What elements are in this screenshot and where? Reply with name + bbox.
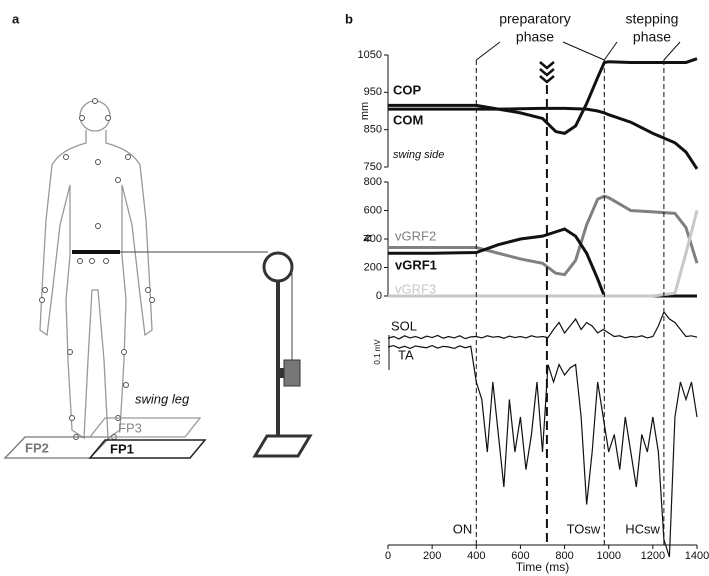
force-plate (3, 436, 112, 459)
series-line (388, 210, 699, 298)
x-tick-label: 600 (511, 550, 529, 562)
panel-label: b (345, 11, 353, 26)
chevron (539, 75, 555, 84)
phase-label: phase (516, 29, 554, 45)
force-plate (88, 439, 207, 459)
phase-pointer (475, 41, 501, 61)
x-tick-label: 800 (555, 550, 573, 562)
x-axis-label: Time (ms) (516, 560, 570, 574)
series-label: SOL (391, 318, 417, 333)
plate-label: FP2 (25, 440, 49, 455)
emg-trace (387, 310, 698, 340)
pulley (262, 251, 294, 283)
event-label: HCsw (625, 521, 660, 536)
plate-label: FP3 (118, 420, 142, 435)
stand-base (252, 434, 313, 458)
chevron (539, 61, 555, 70)
x-tick-label: 200 (423, 550, 441, 562)
y-tick-label: 400 (364, 233, 382, 245)
y-tick-label: 200 (364, 261, 382, 273)
series-label: vGRF1 (395, 257, 437, 272)
annotation: swing side (393, 149, 444, 161)
y-tick-label: 950 (364, 86, 382, 98)
y-axis-label: N (362, 234, 374, 242)
chevron (539, 68, 555, 77)
event-label: ON (453, 521, 473, 536)
scale-bar-label: 0.1 mV (373, 339, 382, 365)
plate-label: FP1 (110, 441, 134, 456)
series-label: vGRF2 (395, 228, 436, 243)
phase-label: phase (633, 29, 671, 45)
x-tick-label: 1400 (685, 550, 709, 562)
y-tick-label: 0 (376, 290, 382, 302)
y-tick-label: 800 (364, 176, 382, 188)
y-tick-label: 850 (364, 124, 382, 136)
series-label: TA (398, 347, 414, 362)
phase-pointer (663, 41, 681, 61)
body-outline (39, 100, 153, 440)
x-tick-label: 400 (467, 550, 485, 562)
swing-label: swing leg (135, 391, 190, 406)
clamp (279, 368, 284, 378)
series-label: vGRF3 (395, 281, 436, 296)
y-axis-label: mm (359, 102, 371, 120)
y-tick-label: 600 (364, 204, 382, 216)
force-plate (88, 417, 202, 438)
x-tick-label: 0 (385, 550, 391, 562)
x-tick-label: 1200 (641, 550, 665, 562)
y-tick-label: 750 (364, 161, 382, 173)
phase-pointer (562, 41, 605, 61)
emg-trace (387, 344, 698, 558)
event-label: TOsw (567, 521, 601, 536)
series-label: COP (393, 82, 422, 97)
series-line (388, 106, 699, 170)
y-tick-label: 1050 (358, 49, 382, 61)
phase-label: stepping (626, 11, 679, 27)
phase-label: preparatory (499, 11, 571, 27)
x-tick-label: 1000 (596, 550, 620, 562)
weight (283, 359, 301, 387)
phase-pointer (603, 41, 618, 61)
panel-label: a (12, 11, 20, 26)
series-label: COM (393, 112, 423, 127)
